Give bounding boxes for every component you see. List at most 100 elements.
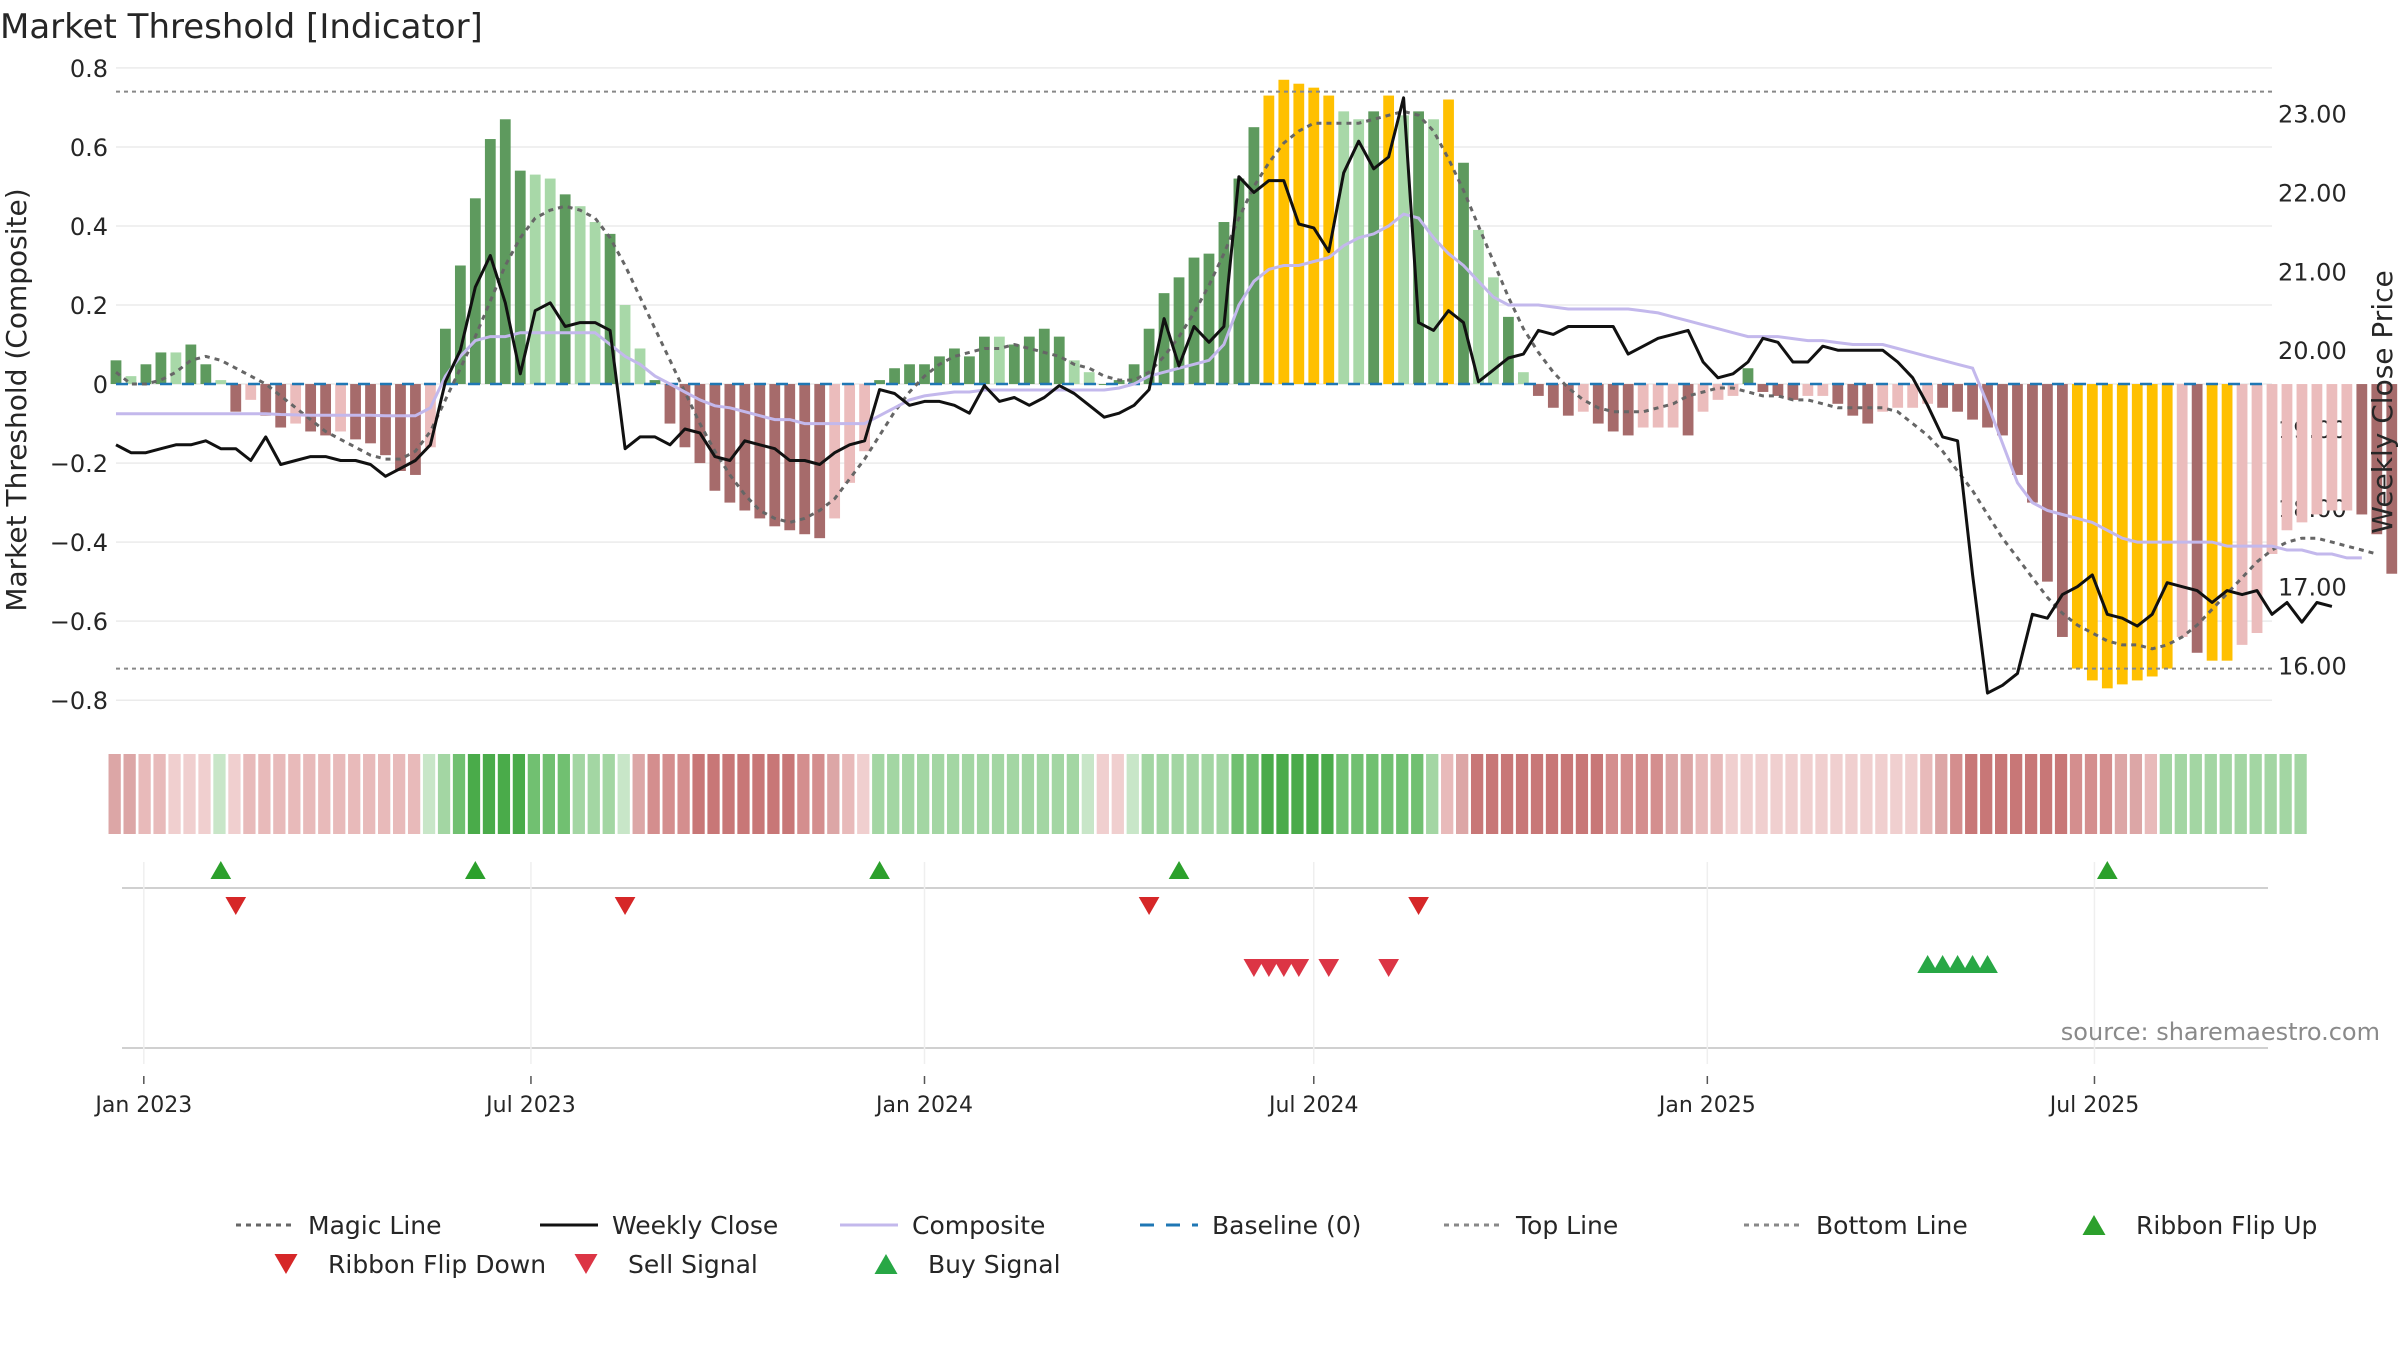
composite-bar <box>2326 384 2338 511</box>
ribbon-cell <box>976 754 990 834</box>
magic-line <box>115 109 2378 651</box>
composite-bar <box>1428 119 1439 385</box>
composite-bar <box>2086 384 2098 681</box>
y-tick-label-left: −0.4 <box>50 529 108 557</box>
composite-bar <box>1323 95 1335 385</box>
ribbon-cell <box>1665 754 1678 834</box>
ribbon-panel <box>108 754 2307 834</box>
composite-bar <box>1922 384 1934 404</box>
composite-bar <box>1727 384 1739 396</box>
ribbon-cell <box>1965 754 1978 834</box>
ribbon-cell <box>617 754 630 834</box>
composite-bar <box>350 384 361 440</box>
ribbon-cell <box>153 754 166 834</box>
ribbon-cell <box>303 754 316 834</box>
ribbon-cell <box>1306 754 1319 834</box>
composite-bar <box>1712 384 1724 400</box>
composite-bar <box>604 233 616 385</box>
ribbon-cell <box>931 754 945 834</box>
ribbon-cell <box>123 754 136 834</box>
composite-bar <box>2146 384 2158 677</box>
ribbon-cell <box>392 754 406 834</box>
ribbon-cell <box>902 754 915 834</box>
ribbon-cell <box>1545 754 1559 834</box>
chart-title: Market Threshold [Indicator] <box>0 7 483 47</box>
composite-bar <box>335 384 346 432</box>
ribbon-cell <box>1396 754 1409 834</box>
composite-bar <box>215 380 227 385</box>
ribbon-cell <box>1890 754 1903 834</box>
y-tick-label-right: 16.00 <box>2278 653 2347 681</box>
composite-line <box>116 212 2362 560</box>
composite-bar <box>1293 83 1305 385</box>
ribbon-cell <box>497 754 511 834</box>
composite-bar <box>1188 257 1200 385</box>
ribbon-cell <box>407 754 421 834</box>
legend-marker <box>274 1254 298 1274</box>
composite-bar <box>1233 178 1245 385</box>
ribbon-cell <box>1620 754 1633 834</box>
legend-marker <box>574 1254 598 1274</box>
ribbon-flip-down-marker <box>614 897 636 915</box>
ribbon-cell <box>1815 754 1828 834</box>
sell-signal-marker <box>1378 959 1399 977</box>
ribbon-cell <box>1950 754 1963 834</box>
composite-bar <box>2101 384 2113 689</box>
legend-label: Baseline (0) <box>1212 1211 1361 1240</box>
ribbon-cell <box>2129 754 2143 834</box>
ribbon-cell <box>2234 754 2247 834</box>
ribbon-cell <box>1980 754 1993 834</box>
ribbon-cell <box>1096 754 1109 834</box>
y-axis-right-label: Weekly Close Price <box>2366 270 2399 533</box>
ribbon-cell <box>2009 754 2023 834</box>
composite-bar <box>499 119 511 385</box>
ribbon-cell <box>946 754 960 834</box>
composite-bar <box>230 384 242 412</box>
composite-bar <box>904 364 915 385</box>
composite-bar <box>529 174 541 385</box>
ribbon-cell <box>2024 754 2038 834</box>
ribbon-cell <box>318 754 331 834</box>
ribbon-cell <box>2294 754 2307 834</box>
composite-bar <box>1458 162 1469 385</box>
ribbon-cell <box>1141 754 1154 834</box>
ribbon-cell <box>2114 754 2128 834</box>
composite-bar <box>275 384 287 428</box>
ribbon-cell <box>662 754 675 834</box>
composite-bar <box>1053 336 1065 385</box>
y-tick-label-left: 0 <box>93 371 108 399</box>
ribbon-cell <box>1051 754 1065 834</box>
legend-label: Composite <box>912 1211 1045 1240</box>
composite-bar <box>1862 384 1874 424</box>
composite-bar <box>1338 111 1350 385</box>
ribbon-cell <box>1021 754 1035 834</box>
ribbon-cell <box>2174 754 2187 834</box>
sell-signal-marker <box>1273 959 1295 977</box>
sell-signal-marker <box>1288 959 1310 977</box>
ribbon-flip-down-marker <box>1138 897 1160 915</box>
composite-bar <box>784 384 796 531</box>
y-tick-label-left: −0.6 <box>50 608 108 636</box>
ribbon-cell <box>243 754 256 834</box>
composite-bar <box>739 384 751 511</box>
ribbon-cell <box>1456 754 1469 834</box>
composite-bar <box>1083 372 1095 385</box>
x-tick-label: Jan 2025 <box>1657 1093 1756 1118</box>
ribbon-cell <box>213 754 226 834</box>
composite-bar <box>2027 384 2038 503</box>
composite-bar <box>1173 277 1185 385</box>
composite-bar <box>2056 384 2068 637</box>
y-tick-label-left: 0.4 <box>70 213 108 241</box>
y-tick-label-left: −0.2 <box>50 450 108 478</box>
composite-bar <box>2251 384 2263 634</box>
ribbon-cell <box>1261 754 1274 834</box>
composite-bar <box>1398 115 1410 385</box>
composite-bar <box>934 356 945 385</box>
ribbon-cell <box>692 754 705 834</box>
composite-bar <box>559 194 571 385</box>
legend-label: Sell Signal <box>628 1250 758 1279</box>
ribbon-cell <box>887 754 900 834</box>
composite-bar <box>110 360 122 385</box>
y-tick-label-right: 17.00 <box>2278 574 2347 602</box>
composite-bar <box>2356 384 2368 515</box>
